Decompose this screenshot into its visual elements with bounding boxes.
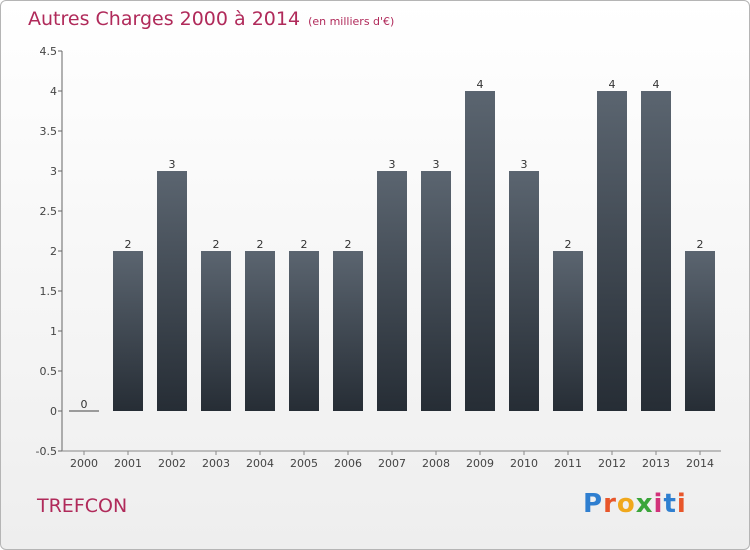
y-tick-label: 4.5 bbox=[40, 45, 58, 58]
data-label: 2 bbox=[565, 238, 572, 251]
x-tick-label: 2011 bbox=[554, 457, 582, 470]
y-tick-label: 3 bbox=[50, 165, 57, 178]
x-tick-label: 2003 bbox=[202, 457, 230, 470]
data-label: 2 bbox=[301, 238, 308, 251]
y-tick-label: 2.5 bbox=[40, 205, 58, 218]
logo-letter: r bbox=[603, 489, 617, 519]
x-tick-label: 2010 bbox=[510, 457, 538, 470]
x-tick-label: 2005 bbox=[290, 457, 318, 470]
bar bbox=[685, 251, 715, 411]
bar bbox=[553, 251, 583, 411]
bar bbox=[509, 171, 539, 411]
bar bbox=[421, 171, 451, 411]
data-label: 2 bbox=[125, 238, 132, 251]
y-tick-label: 1.5 bbox=[40, 285, 58, 298]
x-tick-label: 2007 bbox=[378, 457, 406, 470]
logo-letter: i bbox=[676, 489, 687, 519]
data-label: 3 bbox=[521, 158, 528, 171]
bar bbox=[157, 171, 187, 411]
bar bbox=[641, 91, 671, 411]
x-tick-label: 2006 bbox=[334, 457, 362, 470]
y-tick-label: 0 bbox=[50, 405, 57, 418]
bar bbox=[597, 91, 627, 411]
data-label: 2 bbox=[345, 238, 352, 251]
x-tick-label: 2004 bbox=[246, 457, 274, 470]
bar bbox=[245, 251, 275, 411]
title-text: Autres Charges 2000 à 2014 bbox=[28, 8, 301, 30]
data-label: 3 bbox=[169, 158, 176, 171]
chart-subtitle: (en milliers d'€) bbox=[308, 15, 395, 28]
x-tick-label: 2009 bbox=[466, 457, 494, 470]
bar bbox=[377, 171, 407, 411]
y-tick-label: 4 bbox=[50, 85, 57, 98]
data-label: 4 bbox=[477, 78, 484, 91]
data-label: 0 bbox=[81, 398, 88, 411]
data-label: 4 bbox=[653, 78, 660, 91]
bar bbox=[465, 91, 495, 411]
x-tick-label: 2001 bbox=[114, 457, 142, 470]
data-label: 2 bbox=[213, 238, 220, 251]
y-tick-label: 3.5 bbox=[40, 125, 58, 138]
bar bbox=[113, 251, 143, 411]
y-tick-label: 2 bbox=[50, 245, 57, 258]
data-label: 4 bbox=[609, 78, 616, 91]
x-tick-label: 2000 bbox=[70, 457, 98, 470]
y-tick-label: 0.5 bbox=[40, 365, 58, 378]
x-tick-label: 2014 bbox=[686, 457, 714, 470]
x-tick-label: 2002 bbox=[158, 457, 186, 470]
data-label: 2 bbox=[697, 238, 704, 251]
logo-letter: P bbox=[583, 489, 604, 519]
data-label: 3 bbox=[389, 158, 396, 171]
data-label: 2 bbox=[257, 238, 264, 251]
logo-letter: i bbox=[653, 489, 664, 519]
bar bbox=[333, 251, 363, 411]
x-tick-label: 2013 bbox=[642, 457, 670, 470]
x-tick-label: 2012 bbox=[598, 457, 626, 470]
data-label: 3 bbox=[433, 158, 440, 171]
logo-letter: o bbox=[616, 489, 636, 519]
y-tick-label: -0.5 bbox=[36, 445, 57, 458]
x-tick-label: 2008 bbox=[422, 457, 450, 470]
proxiti-logo: Proxiti bbox=[583, 489, 687, 519]
bar bbox=[289, 251, 319, 411]
y-tick-label: 1 bbox=[50, 325, 57, 338]
bar bbox=[201, 251, 231, 411]
commune-name: TREFCON bbox=[37, 495, 128, 517]
logo-letter: t bbox=[663, 489, 677, 519]
logo-letter: x bbox=[635, 489, 654, 519]
chart-title: Autres Charges 2000 à 2014 (en milliers d… bbox=[28, 8, 394, 30]
